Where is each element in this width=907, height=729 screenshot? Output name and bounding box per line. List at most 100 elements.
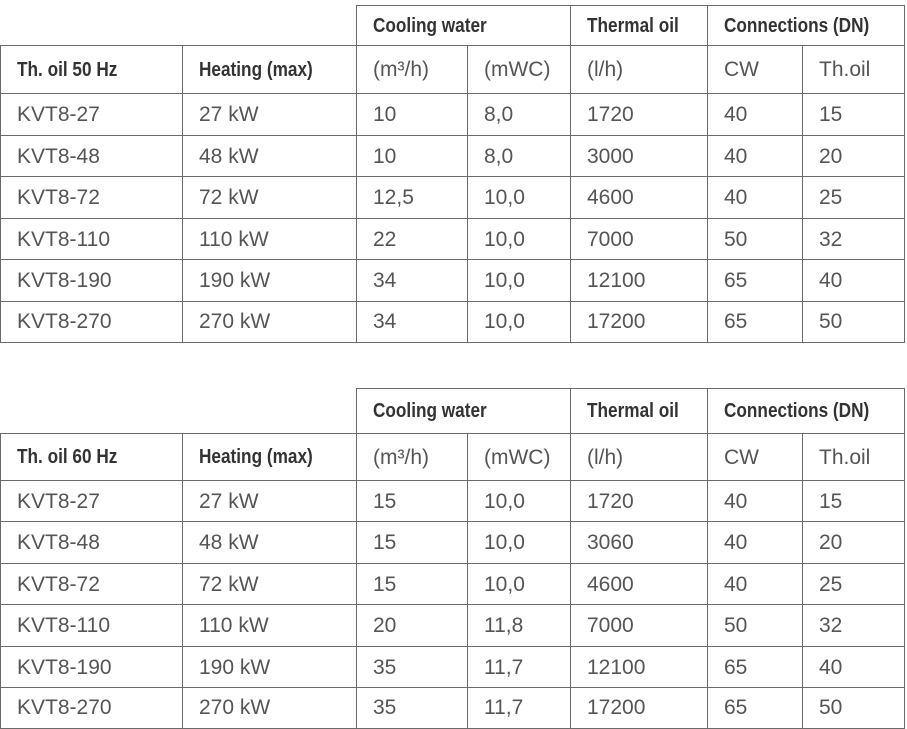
- cell-text: 12100: [587, 269, 646, 292]
- table-cell: 50: [707, 604, 803, 647]
- table-cell: 1720: [570, 480, 708, 522]
- column-header: Th.oil: [802, 45, 905, 94]
- table-cell: 22: [356, 218, 468, 260]
- cell-text: 50: [819, 696, 843, 719]
- cell-text: 1720: [587, 103, 634, 126]
- table-cell: 17200: [570, 301, 708, 343]
- cell-text: 50: [819, 310, 843, 333]
- table-cell: 7000: [570, 604, 708, 647]
- table-cell: 15: [356, 521, 468, 564]
- table-cell: 7000: [570, 218, 708, 260]
- table-cell: 4600: [570, 563, 708, 605]
- cell-text: 4600: [587, 186, 634, 209]
- cell-text: 12100: [587, 655, 646, 679]
- cell-text: 11,7: [484, 696, 524, 719]
- column-header: Heating (max): [182, 45, 357, 94]
- table-cell: 10,0: [467, 480, 571, 522]
- table-cell: 10,0: [467, 176, 571, 219]
- cell-text: Thermal oil: [587, 14, 679, 37]
- cell-text: CW: [724, 58, 759, 81]
- table-cell: 11,7: [467, 687, 571, 729]
- table-cell: KVT8-190: [0, 646, 183, 688]
- cell-text: 40: [724, 489, 748, 513]
- table-cell: 20: [356, 604, 468, 647]
- table-cell: 3060: [570, 521, 708, 564]
- cell-text: 34: [373, 310, 397, 333]
- cell-text: 65: [724, 269, 748, 292]
- cell-text: 7000: [587, 227, 634, 251]
- cell-text: 40: [819, 655, 843, 679]
- table-cell: 40: [707, 135, 803, 177]
- cell-text: (l/h): [587, 58, 624, 81]
- cell-text: (mWC): [484, 58, 551, 81]
- cell-text: 40: [819, 269, 843, 292]
- cell-text: KVT8-72: [17, 572, 100, 596]
- column-header: (l/h): [570, 45, 708, 94]
- cell-text: 10,0: [484, 310, 525, 333]
- column-header: (mWC): [467, 433, 571, 481]
- table-cell: 8,0: [467, 135, 571, 177]
- cell-text: 10,0: [484, 269, 525, 292]
- table-cell: 65: [707, 259, 803, 302]
- cell-text: 50: [724, 227, 748, 251]
- table-cell: 3000: [570, 135, 708, 177]
- cell-text: KVT8-27: [17, 489, 100, 513]
- table-cell: 48 kW: [182, 135, 357, 177]
- table-cell: 110 kW: [182, 218, 357, 260]
- table-cell: KVT8-270: [0, 687, 183, 729]
- table-cell: 27 kW: [182, 480, 357, 522]
- cell-text: 25: [819, 186, 843, 209]
- table-cell: 15: [356, 563, 468, 605]
- cell-text: 27 kW: [199, 489, 259, 513]
- cell-text: 17200: [587, 696, 646, 719]
- group-header: Thermal oil: [570, 388, 708, 434]
- cell-text: 1720: [587, 489, 634, 513]
- cell-text: 10,0: [484, 489, 525, 513]
- cell-text: 10: [373, 103, 397, 126]
- cell-text: 72 kW: [199, 186, 259, 209]
- column-header: Heating (max): [182, 433, 357, 481]
- cell-text: 20: [373, 614, 397, 637]
- group-header: Cooling water: [356, 388, 571, 434]
- cell-text: 65: [724, 655, 748, 679]
- cell-text: 40: [724, 531, 748, 554]
- cell-text: 35: [373, 655, 397, 679]
- table-cell: KVT8-110: [0, 604, 183, 647]
- column-header: (l/h): [570, 433, 708, 481]
- cell-text: Heating (max): [199, 58, 313, 81]
- table-cell: 15: [802, 93, 905, 136]
- column-header: CW: [707, 45, 803, 94]
- cell-text: Heating (max): [199, 446, 313, 468]
- table-cell: 20: [802, 521, 905, 564]
- table-cell: 10: [356, 135, 468, 177]
- cell-text: (m³/h): [373, 445, 429, 469]
- cell-text: 65: [724, 310, 748, 333]
- table-cell: 1720: [570, 93, 708, 136]
- cell-text: Connections (DN): [724, 14, 870, 37]
- cell-text: KVT8-48: [17, 531, 100, 554]
- cell-text: KVT8-27: [17, 103, 100, 126]
- cell-text: 72 kW: [199, 572, 259, 596]
- cell-text: 3000: [587, 144, 634, 168]
- cell-text: Th.oil: [819, 445, 871, 469]
- cell-text: 8,0: [484, 103, 514, 126]
- table-cell: 10,0: [467, 218, 571, 260]
- table-cell: 10,0: [467, 301, 571, 343]
- table-cell: 50: [802, 301, 905, 343]
- table-cell: 12100: [570, 259, 708, 302]
- group-header: Connections (DN): [707, 5, 905, 46]
- cell-text: Th. oil 50 Hz: [17, 58, 118, 81]
- group-header: Thermal oil: [570, 5, 708, 46]
- cell-text: 32: [819, 614, 843, 637]
- cell-text: 34: [373, 269, 397, 292]
- cell-text: Thermal oil: [587, 400, 679, 422]
- cell-text: 10: [373, 144, 397, 168]
- table-cell: 65: [707, 687, 803, 729]
- table-cell: 8,0: [467, 93, 571, 136]
- table-cell: KVT8-190: [0, 259, 183, 302]
- cell-text: 15: [373, 489, 397, 513]
- table-cell: 15: [802, 480, 905, 522]
- cell-text: 10,0: [484, 186, 525, 209]
- table-cell: 65: [707, 646, 803, 688]
